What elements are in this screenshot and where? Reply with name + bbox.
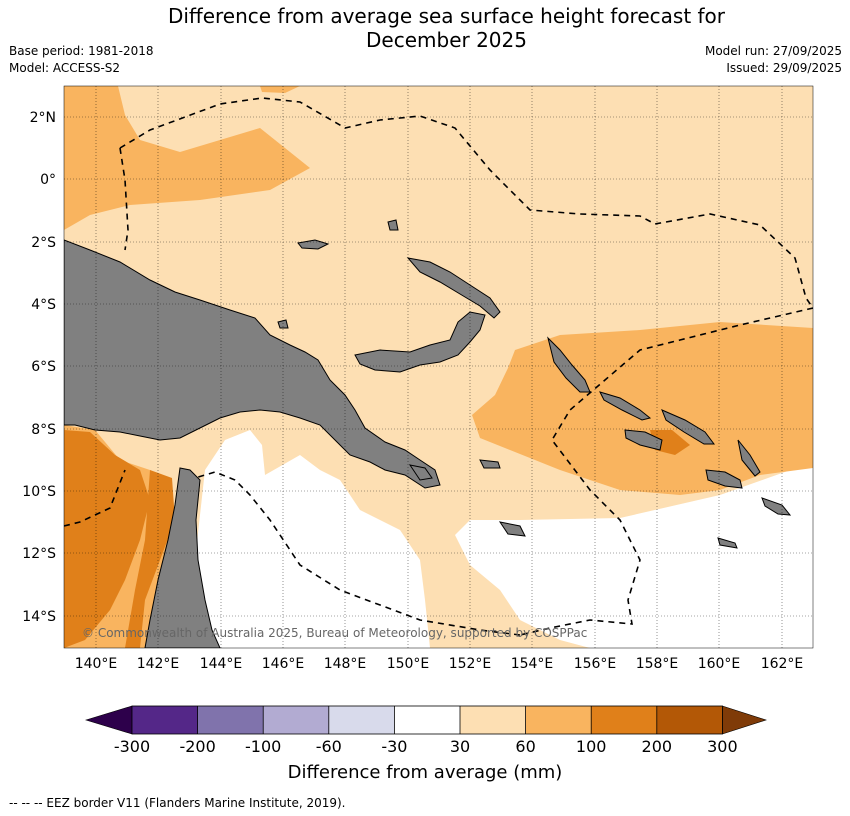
lat-label: 4°S <box>31 297 56 313</box>
land-dentrecasteaux <box>408 464 433 481</box>
colorbar-swatch <box>525 706 592 734</box>
colorbar-swatch <box>132 706 198 734</box>
map-area <box>64 86 813 648</box>
latitude-labels: 2°N 0° 2°S 4°S 6°S 8°S 10°S 12°S 14°S <box>22 110 56 625</box>
lon-label: 146°E <box>262 656 305 672</box>
colorbar-swatch <box>460 706 526 734</box>
lon-label: 150°E <box>387 656 430 672</box>
meta-right: Model run: 27/09/2025 Issued: 29/09/2025 <box>705 43 842 77</box>
land-manus <box>297 239 330 250</box>
colorbar-label: -300 <box>114 737 150 756</box>
lat-label: 2°S <box>31 235 56 251</box>
land-makira <box>705 469 743 489</box>
lon-label: 148°E <box>324 656 367 672</box>
colorbar-arrow-low <box>84 705 133 735</box>
meta-left: Base period: 1981-2018 Model: ACCESS-S2 <box>9 43 154 77</box>
map-frame <box>63 85 814 649</box>
colorbar-label: 100 <box>576 737 607 756</box>
colorbar-label: -100 <box>245 737 281 756</box>
longitude-labels: 140°E 142°E 144°E 146°E 148°E 150°E 152°… <box>75 656 804 672</box>
land-trobriand <box>479 459 501 469</box>
colorbar-swatch <box>328 706 395 734</box>
lon-label: 142°E <box>137 656 180 672</box>
lon-label: 140°E <box>75 656 118 672</box>
land-islet <box>717 537 738 549</box>
lon-label: 154°E <box>511 656 554 672</box>
model-name: Model: ACCESS-S2 <box>9 61 121 75</box>
title-line-1: Difference from average sea surface heig… <box>167 4 726 28</box>
model-run: Model run: 27/09/2025 <box>704 44 842 58</box>
lat-label: 12°S <box>22 546 56 562</box>
anomaly-100-200-gulf <box>64 430 150 648</box>
land-malaita <box>661 409 715 445</box>
land-vanuatu <box>761 497 792 516</box>
colorbar-arrow-high <box>722 705 767 735</box>
colorbar-swatch <box>394 706 460 734</box>
neutral-region-southeast <box>455 462 813 648</box>
eez-border <box>64 97 813 636</box>
lon-label: 158°E <box>636 656 679 672</box>
chart-title: Difference from average sea surface heig… <box>0 4 850 52</box>
title-line-2: December 2025 <box>366 28 527 52</box>
colorbar-label: 200 <box>642 737 673 756</box>
anomaly-60-100-north-small <box>260 86 300 93</box>
land-santa-isabel <box>599 391 652 421</box>
colorbar-label: 30 <box>450 737 470 756</box>
colorbar-label: -200 <box>179 737 215 756</box>
land-guadalcanal <box>624 429 663 451</box>
land-louisiade <box>498 521 526 537</box>
colorbar-label: -30 <box>381 737 407 756</box>
lon-label: 152°E <box>449 656 492 672</box>
colorbar-label: 300 <box>707 737 738 756</box>
lat-label: 14°S <box>22 609 56 625</box>
neutral-region-coral-sea <box>195 430 430 648</box>
lon-label: 162°E <box>761 656 804 672</box>
colorbar-swatch <box>197 706 264 734</box>
lon-label: 156°E <box>574 656 617 672</box>
colorbar-swatch <box>656 706 723 734</box>
colorbar-title: Difference from average (mm) <box>288 762 563 783</box>
colorbar: -300 -200 -100 -60 -30 30 60 100 200 300… <box>84 705 767 783</box>
issued-date: Issued: 29/09/2025 <box>726 61 842 75</box>
anomaly-100-200-west-cape <box>125 470 175 648</box>
eez-legend-note: -- -- -- EEZ border V11 (Flanders Marine… <box>9 796 346 810</box>
copyright-text: © Commonwealth of Australia 2025, Bureau… <box>82 626 587 640</box>
lon-label: 144°E <box>200 656 243 672</box>
lat-label: 8°S <box>31 422 56 438</box>
colorbar-swatch <box>263 706 329 734</box>
land-new-britain <box>354 311 486 373</box>
lat-label: 10°S <box>22 484 56 500</box>
lat-label: 0° <box>40 172 56 188</box>
land-cape-york <box>144 467 221 648</box>
lon-label: 160°E <box>698 656 741 672</box>
base-period: Base period: 1981-2018 <box>9 44 154 58</box>
land-vanuatu-north <box>737 439 761 477</box>
gridlines <box>64 86 813 648</box>
lat-label: 6°S <box>31 359 56 375</box>
land-islet-2 <box>387 219 399 231</box>
colorbar-swatch <box>591 706 657 734</box>
land-new-ireland <box>406 257 501 319</box>
colorbar-label: 60 <box>515 737 535 756</box>
colorbar-label: -60 <box>316 737 342 756</box>
lat-label: 2°N <box>30 110 56 126</box>
